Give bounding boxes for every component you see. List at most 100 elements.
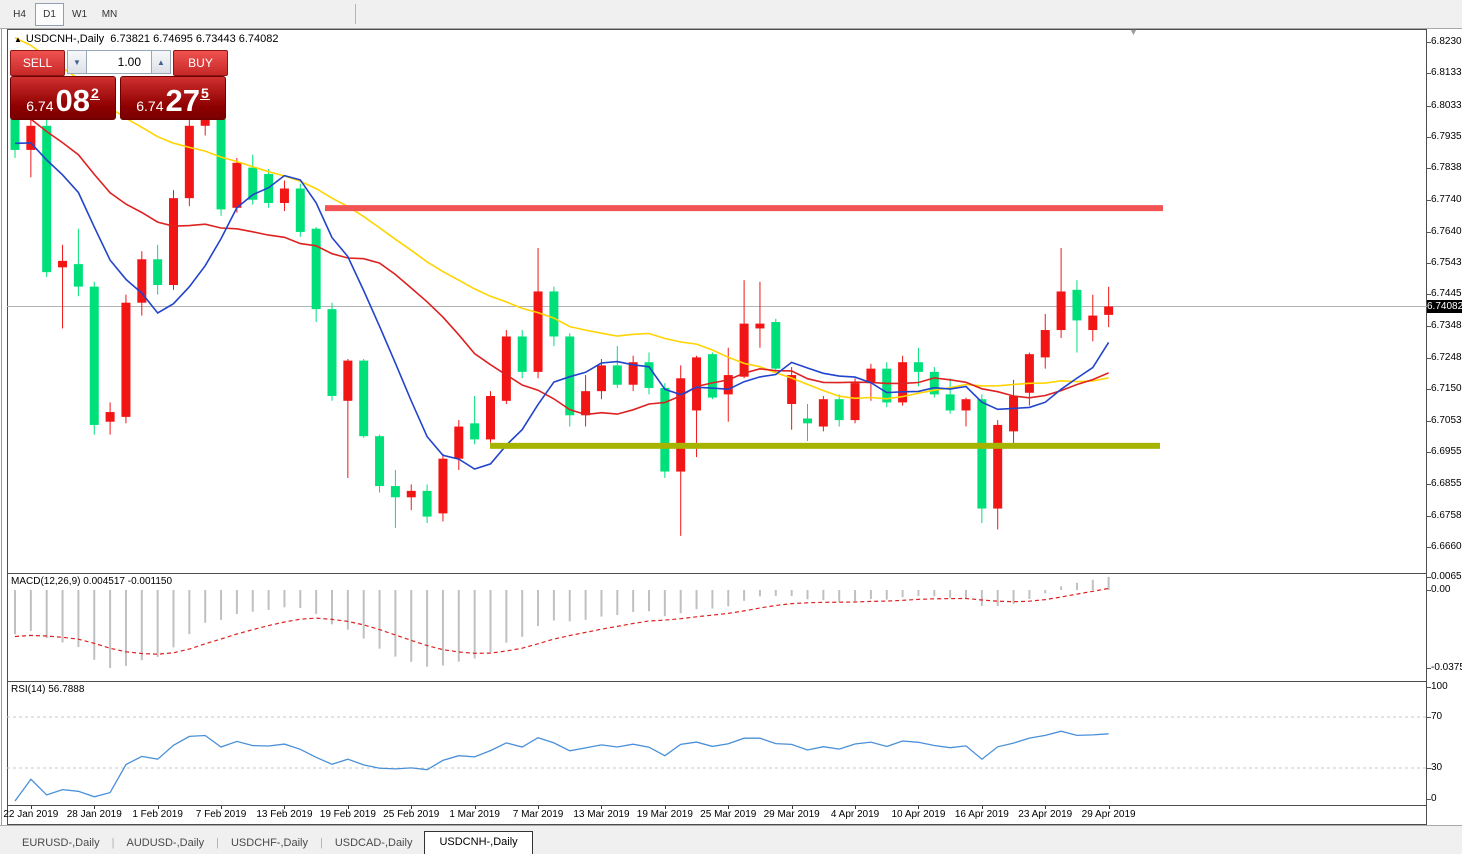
timeframe-button-w1[interactable]: W1	[72, 8, 87, 20]
date-axis-tick	[1108, 806, 1110, 809]
price-axis-label: 6.66605	[1431, 540, 1462, 552]
macd-signal-value: -0.001150	[127, 576, 173, 587]
sell-price-box[interactable]: 6.74 08 2	[10, 76, 116, 120]
candle-body	[375, 436, 385, 487]
price-axis-tick	[1427, 515, 1431, 517]
price-axis-tick	[1427, 389, 1431, 391]
price-axis-label: 6.80330	[1431, 99, 1462, 111]
price-axis-label: 6.73480	[1431, 319, 1462, 331]
candle-body	[882, 368, 892, 403]
chart-tab-audusd[interactable]: AUDUSD-,Daily	[126, 837, 205, 849]
buy-button[interactable]: BUY	[173, 50, 228, 76]
candle-body	[438, 458, 448, 514]
macd-indicator-label: MACD(12,26,9) 0.004517 -0.001150	[11, 576, 173, 587]
price-axis-tick	[1427, 420, 1431, 422]
date-axis-label: 22 Jan 2019	[3, 809, 59, 820]
timeframe-button-mn[interactable]: MN	[101, 8, 118, 20]
price-axis-label: 6.81330	[1431, 67, 1462, 79]
candle-body	[390, 486, 400, 498]
volume-input[interactable]: 1.00	[87, 50, 151, 74]
date-axis-tick	[474, 806, 476, 809]
date-axis-label: 16 Apr 2019	[954, 809, 1009, 820]
sell-button[interactable]: SELL	[10, 50, 65, 76]
candle-body	[517, 336, 527, 372]
chart-title: ▲ USDCNH-,Daily 6.73821 6.74695 6.73443 6…	[14, 33, 279, 45]
window-left-edge	[1, 29, 2, 854]
candle-body	[486, 395, 495, 440]
moving-average-line	[14, 37, 1109, 400]
price-axis-label: 6.74455	[1431, 288, 1462, 300]
date-axis-tick	[918, 806, 920, 809]
candle-body	[89, 286, 99, 425]
candle-body	[628, 362, 638, 385]
chart-tab-usdcnh[interactable]: USDCNH-,Daily	[424, 831, 533, 854]
buy-price-point: 5	[199, 85, 210, 101]
price-axis-label: 6.67580	[1431, 509, 1462, 521]
macd-pane-separator[interactable]	[7, 573, 1427, 574]
date-axis-tick	[347, 806, 349, 809]
timeframe-button-h4[interactable]: H4	[13, 8, 26, 20]
tab-separator: |	[216, 837, 219, 849]
timeframe-button-d1[interactable]: D1	[35, 2, 64, 26]
chart-tab-eurusd[interactable]: EURUSD-,Daily	[22, 837, 100, 849]
indicator-axis-label: 0.00	[1431, 584, 1451, 595]
date-axis-tick	[221, 806, 223, 809]
date-axis-label: 7 Feb 2019	[195, 809, 247, 820]
date-axis-label: 29 Mar 2019	[763, 809, 820, 820]
volume-decrease-button[interactable]: ▼	[67, 50, 87, 74]
price-axis-label: 6.71505	[1431, 383, 1462, 395]
indicator-axis-label: 0.006522	[1431, 571, 1462, 582]
candle-body	[612, 365, 622, 385]
price-axis-tick	[1427, 358, 1431, 360]
indicator-axis-tick	[1427, 687, 1431, 688]
chart-shift-marker-icon[interactable]: ▼	[1129, 27, 1138, 37]
price-axis-tick	[1427, 263, 1431, 265]
toolbar-separator	[355, 4, 356, 24]
volume-increase-button[interactable]: ▲	[151, 50, 171, 74]
indicator-axis-label: 70	[1431, 711, 1443, 722]
candle-body	[248, 167, 258, 200]
candle-body	[549, 291, 559, 337]
candle-body	[834, 399, 844, 421]
chart-tab-usdchf[interactable]: USDCHF-,Daily	[230, 837, 308, 849]
price-axis-label: 6.82305	[1431, 36, 1462, 47]
date-axis-tick	[791, 806, 793, 809]
collapse-panel-icon[interactable]: ▲	[14, 35, 22, 44]
chart-tab-usdcad[interactable]: USDCAD-,Daily	[334, 837, 413, 849]
support-line	[490, 442, 1160, 449]
date-axis-tick	[981, 806, 983, 809]
candle-body	[692, 357, 702, 411]
sell-price-point: 2	[89, 85, 100, 101]
candle-body	[200, 117, 210, 126]
current-price-tag: 6.74082	[1427, 299, 1462, 313]
buy-price-box[interactable]: 6.74 27 5	[120, 76, 226, 120]
price-axis-label: 6.70530	[1431, 414, 1462, 426]
candle-body	[73, 264, 83, 287]
rsi-pane-separator[interactable]	[7, 681, 1427, 682]
price-axis-tick	[1427, 325, 1431, 327]
candle-body	[501, 336, 511, 401]
date-axis-tick	[157, 806, 159, 809]
price-axis-tick	[1427, 294, 1431, 296]
candle-body	[1056, 291, 1066, 331]
sell-price-prefix: 6.74	[26, 98, 54, 114]
price-axis-column[interactable]	[1427, 29, 1462, 825]
sell-price-pips: 08	[55, 83, 90, 118]
date-axis-label: 23 Apr 2019	[1018, 809, 1073, 820]
candle-body	[803, 418, 812, 424]
candle-body	[216, 117, 226, 210]
candle-body	[422, 490, 432, 517]
date-axis-tick	[728, 806, 730, 809]
candle-body	[1072, 289, 1082, 321]
candle-body	[977, 399, 987, 509]
date-axis-label: 1 Mar 2019	[449, 809, 500, 820]
candle-body	[755, 323, 765, 329]
price-axis-tick	[1427, 73, 1431, 75]
date-axis-tick	[284, 806, 286, 809]
candle-body	[898, 362, 908, 403]
timeframe-toolbar: H4 D1 W1 MN	[0, 0, 1462, 29]
indicator-axis-label: 0	[1431, 793, 1437, 804]
candle-body	[295, 188, 305, 232]
candle-body	[26, 125, 36, 150]
